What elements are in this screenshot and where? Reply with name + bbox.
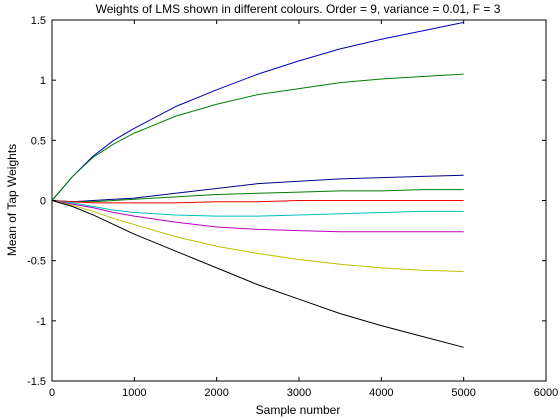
y-axis-label: Mean of Tap Weights <box>5 144 19 256</box>
x-tick-label: 6000 <box>534 387 558 399</box>
x-tick-label: 4000 <box>369 387 393 399</box>
series-line-5 <box>51 200 464 204</box>
y-tick-label: -0.5 <box>27 256 46 268</box>
x-tick-label: 3000 <box>287 387 311 399</box>
y-tick-label: -1.5 <box>27 376 46 388</box>
y-tick-label: 1.5 <box>31 15 46 27</box>
y-tick-label: 1 <box>40 75 46 87</box>
y-tick-label: -1 <box>36 316 46 328</box>
y-tick-label: 0 <box>40 196 46 208</box>
chart-title: Weights of LMS shown in different colour… <box>96 2 501 16</box>
x-axis-label: Sample number <box>256 403 341 417</box>
x-tick-label: 1000 <box>122 387 146 399</box>
series-line-4 <box>51 189 464 203</box>
series-line-6 <box>51 200 464 217</box>
x-tick-label: 2000 <box>204 387 228 399</box>
series-line-1 <box>51 21 464 201</box>
series-group <box>51 21 464 348</box>
series-line-3 <box>51 174 464 203</box>
x-tick-label: 0 <box>49 387 55 399</box>
y-tick-label: 0.5 <box>31 135 46 147</box>
series-line-2 <box>51 73 464 201</box>
series-line-9 <box>51 200 464 348</box>
series-line-8 <box>51 200 464 272</box>
x-tick-label: 5000 <box>451 387 475 399</box>
ticks-group: 0 1000 2000 3000 4000 5000 6000 -1.5 -1 -0.5 0 0.5 1… <box>27 15 558 399</box>
series-line-7 <box>51 200 464 233</box>
